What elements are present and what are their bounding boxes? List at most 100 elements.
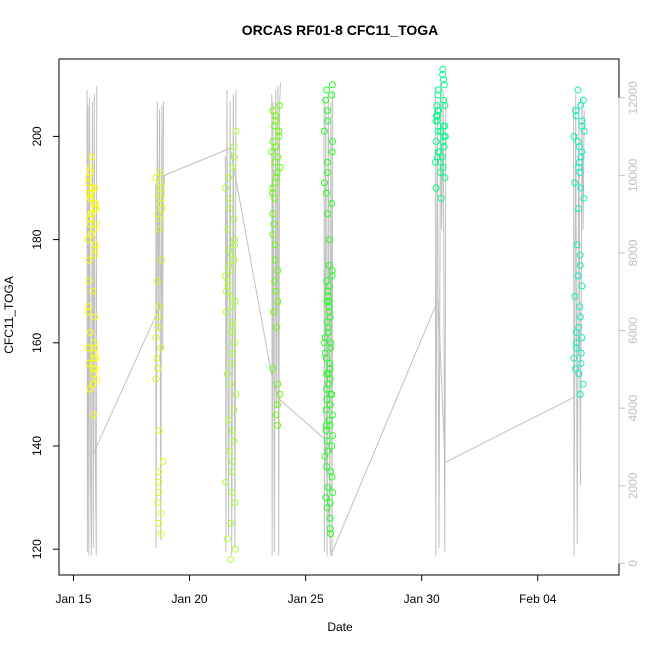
data-point bbox=[323, 107, 331, 115]
data-point bbox=[230, 143, 238, 151]
data-point bbox=[320, 339, 328, 347]
right-axis-tick-label: 6000 bbox=[626, 317, 640, 344]
data-point bbox=[276, 101, 283, 109]
data-point bbox=[570, 132, 578, 140]
data-point bbox=[325, 370, 333, 378]
data-point bbox=[275, 127, 283, 135]
altitude-trace-flight-1 bbox=[86, 86, 98, 556]
data-point bbox=[324, 328, 332, 336]
data-point bbox=[329, 138, 336, 146]
altitude-line-layer bbox=[86, 82, 585, 556]
data-point bbox=[435, 86, 443, 94]
data-point bbox=[271, 277, 279, 285]
data-point bbox=[326, 525, 334, 533]
data-point bbox=[576, 169, 584, 177]
data-point bbox=[230, 215, 238, 223]
data-point bbox=[269, 365, 277, 373]
altitude-trace-flight-2 bbox=[155, 101, 164, 548]
data-point bbox=[84, 236, 92, 244]
data-point bbox=[573, 241, 581, 249]
right-axis-tick-label: 8000 bbox=[626, 239, 640, 266]
data-point bbox=[226, 194, 234, 202]
data-point bbox=[231, 339, 239, 347]
x-tick-label: Jan 15 bbox=[55, 592, 91, 606]
data-point bbox=[228, 251, 236, 259]
data-point bbox=[159, 457, 167, 465]
altitude-trace-flight-4 bbox=[271, 82, 281, 556]
altitude-trace-flight-5 bbox=[323, 90, 334, 556]
data-point bbox=[575, 370, 583, 378]
data-point bbox=[152, 375, 160, 383]
y-tick-label: 180 bbox=[30, 229, 44, 249]
data-point bbox=[230, 153, 238, 161]
right-axis-tick-label: 10000 bbox=[626, 158, 640, 192]
data-point bbox=[154, 499, 162, 507]
data-point bbox=[224, 225, 232, 233]
data-point bbox=[574, 272, 582, 280]
data-point bbox=[570, 354, 578, 362]
y-tick-label: 140 bbox=[30, 436, 44, 456]
data-point bbox=[155, 427, 163, 435]
data-point bbox=[325, 261, 333, 269]
data-point bbox=[271, 179, 279, 187]
data-point bbox=[227, 292, 235, 300]
data-point bbox=[439, 122, 447, 130]
data-point bbox=[86, 328, 94, 336]
data-point bbox=[271, 241, 279, 249]
data-point bbox=[324, 287, 332, 295]
data-point bbox=[90, 339, 98, 347]
data-point bbox=[229, 318, 237, 326]
right-axis: 0 2000 4000 6000 8000 10000 12000 bbox=[618, 81, 640, 567]
data-point bbox=[323, 86, 331, 94]
data-point bbox=[579, 380, 587, 388]
plot-frame bbox=[58, 58, 620, 576]
data-point bbox=[578, 282, 586, 290]
data-point bbox=[91, 205, 99, 213]
data-point bbox=[227, 519, 235, 527]
data-point bbox=[91, 365, 99, 373]
data-point bbox=[84, 308, 92, 316]
data-point bbox=[154, 210, 162, 218]
data-point bbox=[154, 365, 162, 373]
data-point bbox=[93, 375, 101, 383]
data-point bbox=[157, 509, 165, 517]
data-point bbox=[321, 334, 329, 342]
data-point bbox=[326, 313, 334, 321]
data-point bbox=[271, 158, 279, 166]
data-point bbox=[154, 323, 162, 331]
data-point bbox=[228, 303, 236, 311]
data-point bbox=[156, 194, 164, 202]
data-point bbox=[153, 354, 161, 362]
data-point bbox=[437, 194, 445, 202]
data-point bbox=[440, 132, 448, 140]
data-point bbox=[88, 153, 96, 161]
data-point bbox=[85, 277, 93, 285]
data-point bbox=[84, 344, 92, 352]
data-point bbox=[226, 205, 234, 213]
data-point bbox=[91, 344, 99, 352]
data-point bbox=[155, 519, 163, 527]
x-tick-label: Jan 25 bbox=[288, 592, 324, 606]
data-point bbox=[575, 158, 583, 166]
data-point bbox=[269, 189, 277, 197]
data-point bbox=[225, 246, 233, 254]
data-point bbox=[272, 287, 280, 295]
data-point bbox=[432, 138, 440, 146]
y-tick-label: 160 bbox=[30, 332, 44, 352]
data-point bbox=[326, 421, 334, 429]
data-point bbox=[322, 189, 330, 197]
data-point bbox=[221, 184, 229, 192]
data-point bbox=[577, 349, 585, 357]
data-point bbox=[270, 220, 278, 228]
data-point bbox=[577, 359, 585, 367]
data-point bbox=[229, 427, 237, 435]
data-point bbox=[328, 390, 336, 398]
data-point bbox=[439, 70, 447, 78]
right-axis-tick-label: 4000 bbox=[626, 395, 640, 422]
data-point bbox=[576, 261, 584, 269]
y-tick-label: 120 bbox=[30, 539, 44, 559]
data-point bbox=[325, 416, 333, 424]
data-point bbox=[273, 401, 281, 409]
data-point bbox=[88, 210, 96, 218]
